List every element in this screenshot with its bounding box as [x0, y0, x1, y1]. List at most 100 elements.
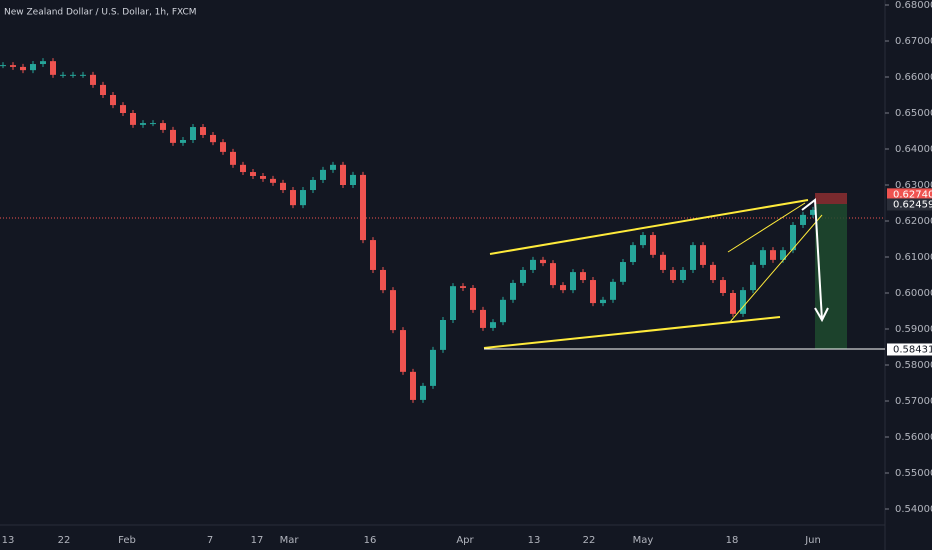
- candle-body: [120, 105, 126, 113]
- candle-body: [530, 259, 536, 270]
- candle-body: [720, 280, 726, 293]
- price-label: 0.62740: [893, 189, 932, 200]
- candle-body: [660, 254, 666, 270]
- stop-zone: [815, 193, 847, 204]
- candle-body: [140, 123, 146, 125]
- candle-body: [500, 299, 506, 323]
- x-tick-label: 22: [58, 535, 71, 546]
- candle-body: [390, 290, 396, 331]
- candle-body: [760, 250, 766, 265]
- candle-body: [350, 174, 356, 185]
- candle-body: [650, 235, 656, 255]
- candle-body: [0, 65, 6, 67]
- x-tick-label: Mar: [280, 535, 300, 546]
- candle-body: [620, 262, 626, 282]
- candle-body: [630, 245, 636, 263]
- candle-body: [600, 299, 606, 304]
- candle-body: [10, 65, 16, 67]
- y-tick-label: 0.68000: [895, 0, 932, 11]
- candle-body: [150, 123, 156, 125]
- candle-body: [480, 309, 486, 328]
- candle-body: [780, 250, 786, 260]
- candle-body: [670, 269, 676, 281]
- x-tick-label: 13: [528, 535, 541, 546]
- candle-body: [710, 264, 716, 281]
- x-tick-label: 16: [364, 535, 377, 546]
- candle-body: [790, 224, 796, 251]
- candle-body: [330, 164, 336, 170]
- x-tick-label: Jun: [804, 535, 821, 546]
- chart-title: New Zealand Dollar / U.S. Dollar, 1h, FX…: [4, 8, 197, 18]
- drawings: [483, 198, 885, 350]
- candle-body: [300, 190, 306, 206]
- price-label: 0.62459: [893, 199, 932, 210]
- candle-body: [450, 286, 456, 320]
- candle-body: [90, 74, 96, 85]
- candle-body: [800, 214, 806, 225]
- wedge-upper: [727, 202, 806, 253]
- candle-body: [360, 174, 366, 241]
- candle-body: [400, 330, 406, 372]
- price-label: 0.58431: [893, 344, 932, 355]
- candle-body: [210, 134, 216, 143]
- candle-body: [370, 240, 376, 270]
- candle-body: [110, 95, 116, 106]
- candle-body: [170, 129, 176, 143]
- candle-body: [190, 127, 196, 140]
- price-label-box: [887, 198, 932, 211]
- candle-body: [610, 281, 616, 300]
- candle-body: [250, 172, 256, 176]
- candle-body: [680, 269, 686, 281]
- candle-body: [700, 245, 706, 265]
- x-tick-label: 7: [207, 535, 213, 546]
- candle-body: [260, 176, 266, 179]
- arrow-head: [814, 307, 829, 323]
- x-tick-label: 13: [2, 535, 15, 546]
- x-tick-label: Feb: [118, 535, 136, 546]
- candle-body: [60, 74, 66, 76]
- candle-body: [520, 269, 526, 283]
- candle-body: [70, 74, 76, 76]
- candle-body: [180, 140, 186, 143]
- candle-body: [410, 371, 416, 400]
- candle-body: [240, 164, 246, 173]
- candle-body: [220, 142, 226, 152]
- candle-body: [50, 61, 56, 75]
- candle-body: [380, 269, 386, 291]
- candle-body: [690, 245, 696, 270]
- x-tick-label: 22: [583, 535, 596, 546]
- candle-body: [160, 123, 166, 130]
- candle-body: [30, 64, 36, 71]
- candle-body: [730, 293, 736, 314]
- candle-body: [510, 282, 516, 300]
- candle-body: [570, 272, 576, 291]
- candle-body: [130, 113, 136, 125]
- candle-body: [560, 285, 566, 291]
- candle-body: [580, 272, 586, 281]
- wedge-lower: [729, 214, 823, 323]
- candle-body: [540, 259, 546, 264]
- candle-body: [750, 264, 756, 291]
- x-tick-label: 17: [251, 535, 264, 546]
- projection-arrow: [801, 198, 823, 321]
- price-label-box: [887, 343, 932, 356]
- x-tick-label: 18: [726, 535, 739, 546]
- candle-body: [230, 151, 236, 165]
- candle-body: [490, 322, 496, 328]
- candle-body: [590, 280, 596, 304]
